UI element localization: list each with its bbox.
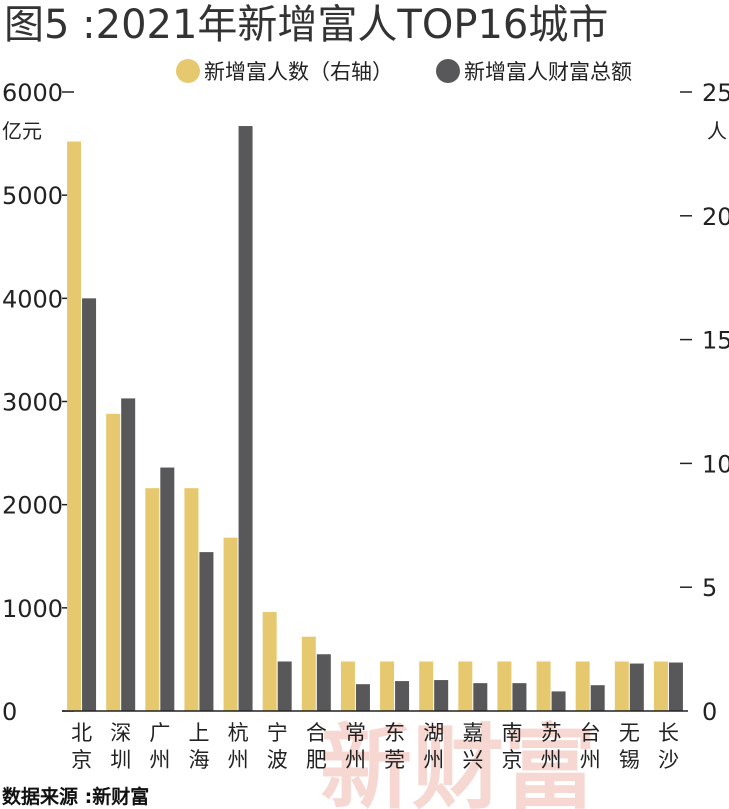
bar-new-rich-count [67,141,82,711]
bar-new-rich-count [497,661,512,711]
bar-new-rich-count [145,488,160,711]
category-label: 宁 [267,721,288,745]
source-note: 数据来源 :新财富 [2,785,149,808]
right-axis-unit: 人 [707,119,727,143]
bar-new-rich-count [575,661,590,711]
category-label: 长 [658,721,679,745]
category-label: 无 [619,721,640,745]
left-tick-label: 5000 [2,182,63,210]
right-tick-label: 10 [702,450,729,478]
bar-new-rich-wealth [238,126,253,712]
category-label: 海 [188,748,209,772]
bar-new-rich-count [223,537,238,711]
bar-new-rich-count [340,661,355,711]
bar-new-rich-wealth [316,654,331,711]
left-axis-unit: 亿元 [2,119,42,143]
category-label: 广 [149,721,170,745]
category-label: 州 [149,748,170,772]
bar-new-rich-wealth [160,467,175,711]
category-label: 京 [501,748,522,772]
bar-new-rich-count [301,636,316,711]
bar-new-rich-count [614,661,629,711]
category-label: 上 [188,721,209,745]
legend-label-count: 新增富人数（右轴） [204,60,393,84]
bar-new-rich-wealth [590,685,605,711]
left-tick-label: 4000 [2,285,63,313]
category-label: 东 [384,721,405,745]
right-tick-label: 25 [702,79,729,107]
category-label: 肥 [306,748,327,772]
bar-new-rich-count [262,611,277,711]
bar-new-rich-wealth [277,661,292,711]
category-label: 杭 [228,721,249,745]
left-tick-label: 6000 [2,79,63,107]
right-tick-label: 5 [702,574,717,602]
category-label: 州 [345,748,366,772]
bar-new-rich-wealth [551,691,566,711]
legend-swatch-count [176,59,200,83]
bar-new-rich-wealth [355,684,370,711]
bar-new-rich-count [380,661,395,711]
bar-new-rich-wealth [199,552,214,711]
bar-new-rich-count [184,488,199,711]
left-tick-label: 2000 [2,492,63,520]
category-label: 南 [501,721,522,745]
bar-new-rich-count [653,661,668,711]
category-label: 北 [71,721,92,745]
bar-new-rich-count [458,661,473,711]
right-axis: 5 10 15 20 25 0 [680,79,729,726]
bar-new-rich-wealth [121,398,136,711]
category-label: 合 [306,721,327,745]
category-label: 兴 [462,748,483,772]
category-label: 沙 [658,748,679,772]
category-label: 州 [541,748,562,772]
right-tick-label: 20 [702,203,729,231]
bars [67,126,683,712]
category-label: 湖 [423,721,444,745]
category-label: 莞 [384,748,405,772]
left-tick-label: 0 [2,698,17,726]
category-label: 州 [228,748,249,772]
bar-new-rich-wealth [668,662,683,711]
bar-new-rich-count [536,661,551,711]
legend: 新增富人数（右轴） 新增富人财富总额 [176,59,632,84]
legend-label-wealth: 新增富人财富总额 [464,60,632,84]
category-label: 深 [110,721,131,745]
left-tick-label: 3000 [2,389,63,417]
left-axis: 0 1000 2000 3000 4000 5000 6000 [2,79,74,726]
legend-swatch-wealth [436,59,460,83]
watermark-logo: 新财富 [320,714,596,809]
bar-new-rich-wealth [512,683,527,711]
category-label: 波 [267,748,288,772]
bar-new-rich-wealth [395,681,410,711]
bar-new-rich-wealth [629,663,644,711]
category-label: 锡 [619,748,640,772]
bar-new-rich-count [106,413,121,711]
bar-new-rich-wealth [473,683,488,711]
category-label: 州 [580,748,601,772]
category-label: 圳 [110,748,131,772]
category-label: 州 [423,748,444,772]
bar-new-rich-wealth [434,680,449,711]
category-label: 台 [580,721,601,745]
right-tick-label: 15 [702,327,729,355]
category-label: 常 [345,721,366,745]
category-label: 京 [71,748,92,772]
chart-title: 图5 :2021年新增富人TOP16城市 [4,2,608,48]
category-label: 嘉 [462,721,483,745]
bar-new-rich-wealth [82,298,97,711]
left-tick-label: 1000 [2,595,63,623]
category-label: 苏 [541,721,562,745]
right-tick-label-zero: 0 [702,698,717,726]
bar-new-rich-count [419,661,434,711]
